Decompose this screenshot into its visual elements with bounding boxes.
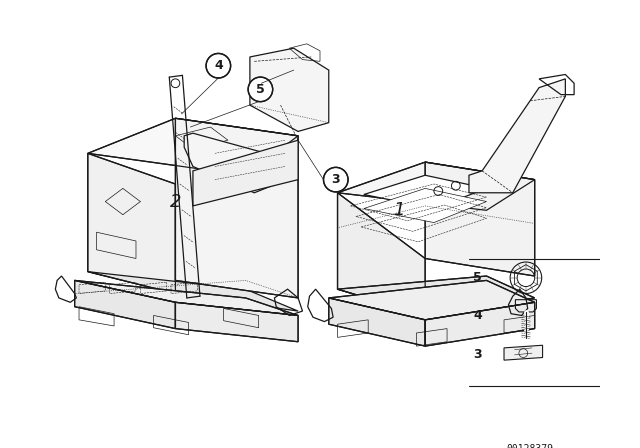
Text: 5: 5	[474, 271, 482, 284]
Circle shape	[323, 168, 348, 192]
Polygon shape	[88, 271, 298, 311]
Polygon shape	[175, 302, 298, 342]
Text: 3: 3	[474, 349, 482, 362]
Polygon shape	[75, 280, 175, 328]
Polygon shape	[337, 193, 425, 315]
Polygon shape	[175, 118, 298, 298]
Polygon shape	[364, 189, 486, 223]
Text: 3: 3	[332, 173, 340, 186]
Polygon shape	[193, 140, 298, 206]
Polygon shape	[329, 298, 425, 346]
Text: 4: 4	[474, 309, 482, 322]
Polygon shape	[500, 406, 543, 429]
Text: 1: 1	[393, 201, 404, 220]
Polygon shape	[184, 133, 298, 193]
Circle shape	[248, 77, 273, 102]
Polygon shape	[250, 48, 329, 131]
Text: 4: 4	[214, 59, 223, 72]
Text: 00128379: 00128379	[507, 444, 554, 448]
Polygon shape	[75, 280, 298, 315]
Polygon shape	[88, 153, 175, 293]
Text: 2: 2	[170, 193, 181, 211]
Polygon shape	[425, 162, 534, 276]
Polygon shape	[504, 345, 543, 360]
Polygon shape	[329, 280, 534, 320]
Polygon shape	[88, 118, 298, 175]
Polygon shape	[425, 302, 534, 346]
Polygon shape	[364, 175, 486, 209]
Polygon shape	[469, 79, 565, 193]
Circle shape	[206, 53, 230, 78]
Text: 5: 5	[256, 83, 265, 96]
Polygon shape	[517, 397, 543, 417]
Polygon shape	[337, 276, 534, 315]
Polygon shape	[337, 162, 534, 210]
